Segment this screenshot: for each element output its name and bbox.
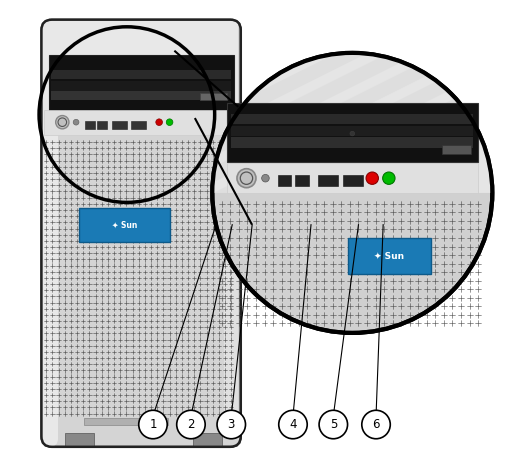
Bar [200,93,226,100]
Text: 3: 3 [227,418,235,431]
Text: 6: 6 [372,418,380,431]
Text: 2: 2 [187,418,195,431]
Bar [44,110,239,135]
Bar [51,69,231,79]
Bar [442,145,471,154]
Circle shape [366,172,378,184]
Bar [84,418,168,426]
Bar [112,121,127,129]
Bar [348,238,431,274]
Text: ✦ Sun: ✦ Sun [112,220,137,229]
Text: ✦ Sun: ✦ Sun [374,251,404,260]
Circle shape [350,131,354,136]
Bar [51,81,231,91]
Wedge shape [214,54,491,193]
Circle shape [73,119,79,125]
Circle shape [166,119,173,126]
Bar [318,175,338,186]
Circle shape [362,410,390,439]
Circle shape [237,169,256,188]
Bar [231,138,473,148]
Bar [49,55,234,110]
Bar [85,121,95,129]
FancyBboxPatch shape [41,20,58,447]
Bar [226,163,478,193]
Bar [278,175,291,186]
Bar [51,91,231,100]
Bar [193,433,222,447]
Bar [65,433,94,447]
Bar [295,175,308,186]
Circle shape [56,116,69,129]
Bar [131,121,146,129]
Text: 1: 1 [149,418,157,431]
Circle shape [319,410,348,439]
Bar [97,121,107,129]
Circle shape [217,410,245,439]
Circle shape [279,410,307,439]
Bar [44,20,239,134]
Text: 5: 5 [330,418,337,431]
Bar [231,114,473,124]
Circle shape [156,119,162,126]
Bar [226,103,478,162]
Circle shape [262,174,269,182]
Bar [224,29,239,437]
Bar [79,208,170,242]
FancyBboxPatch shape [41,20,241,447]
Circle shape [212,53,492,333]
Circle shape [139,410,167,439]
Circle shape [382,172,395,184]
Circle shape [177,410,205,439]
Text: 4: 4 [289,418,297,431]
Bar [231,126,473,136]
Bar [343,175,363,186]
